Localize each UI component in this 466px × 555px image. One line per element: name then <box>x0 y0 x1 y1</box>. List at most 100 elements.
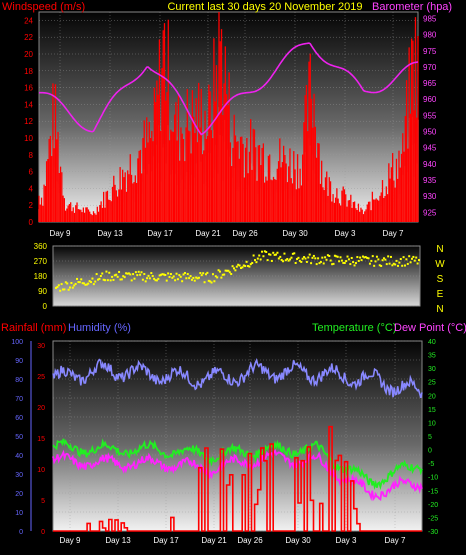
direction-point <box>203 281 206 284</box>
direction-point <box>162 273 165 276</box>
direction-point <box>116 275 119 278</box>
direction-point <box>359 256 362 259</box>
baro-right-ticks: 925 930 935 940 945 950 955 960 965 970 975 980 985 <box>423 14 437 217</box>
direction-point <box>185 277 188 280</box>
baro-tick-label: 970 <box>423 63 437 72</box>
direction-point <box>321 256 324 259</box>
direction-point <box>241 266 244 269</box>
direction-point <box>80 278 83 281</box>
barometer-line <box>38 42 419 136</box>
baro-tick-label: 935 <box>423 176 437 185</box>
direction-point <box>64 281 67 284</box>
direction-point <box>266 259 269 262</box>
direction-point <box>378 264 381 267</box>
wind-tick-label: 18 <box>24 67 33 76</box>
humidity-axis-label: Humidity (%) <box>68 322 131 334</box>
direction-point <box>176 278 179 281</box>
wind-date-label: Day 26 <box>232 229 258 238</box>
rainfall-tick-label: 25 <box>37 374 45 381</box>
direction-point <box>179 275 182 278</box>
direction-point <box>97 278 100 281</box>
direction-point <box>165 279 168 282</box>
humidity-tick-label: 40 <box>15 453 23 460</box>
direction-point <box>218 270 221 273</box>
direction-point <box>298 259 301 262</box>
temperature-series <box>52 438 423 491</box>
temperature-tick-label: 30 <box>428 366 436 373</box>
direction-point <box>291 252 294 255</box>
climate-date-label: Day 3 <box>336 536 357 545</box>
rainfall-tick-label: 5 <box>41 498 45 505</box>
direction-point <box>305 260 308 263</box>
humidity-tick-label: 100 <box>11 339 23 346</box>
direction-point <box>384 258 387 261</box>
direction-point <box>319 260 322 263</box>
wind-tick-label: 16 <box>24 84 33 93</box>
direction-point <box>242 264 245 267</box>
temperature-tick-label: -20 <box>428 502 438 509</box>
direction-point <box>338 260 341 263</box>
wind-date-label: Day 3 <box>335 229 356 238</box>
rainfall-tick-label: 15 <box>37 436 45 443</box>
direction-point <box>111 275 114 278</box>
direction-point <box>254 259 257 262</box>
direction-point <box>174 279 177 282</box>
direction-point <box>118 270 121 273</box>
direction-point <box>225 269 228 272</box>
direction-point <box>307 256 310 259</box>
rainfall-tick-label: 20 <box>37 405 45 412</box>
direction-point <box>188 277 191 280</box>
direction-point <box>361 255 364 258</box>
direction-point <box>167 272 170 275</box>
direction-point <box>69 286 72 289</box>
direction-point <box>371 255 374 258</box>
direction-point <box>290 256 293 259</box>
direction-point <box>160 273 163 276</box>
direction-point <box>168 275 171 278</box>
direction-point <box>126 272 129 275</box>
direction-point <box>273 253 276 256</box>
baro-tick-label: 960 <box>423 95 437 104</box>
direction-point <box>95 273 98 276</box>
direction-point <box>269 253 272 256</box>
direction-point <box>230 273 233 276</box>
direction-point <box>325 258 328 261</box>
direction-point <box>279 255 282 258</box>
direction-point <box>90 281 93 284</box>
direction-left-ticks: 0 90 180 270 360 <box>34 242 48 311</box>
direction-point <box>113 274 116 277</box>
wind-tick-label: 4 <box>29 184 34 193</box>
humidity-tick-label: 60 <box>15 415 23 422</box>
dewpoint-line <box>52 448 423 502</box>
direction-point <box>249 263 252 266</box>
direction-point <box>214 275 217 278</box>
temperature-ticks: -30 -25 -20 -15 -10 -5 0 5 10 15 20 25 30 35 40 <box>428 339 438 536</box>
direction-point <box>211 273 214 276</box>
direction-point <box>62 288 65 291</box>
direction-point <box>277 257 280 260</box>
direction-point <box>418 259 420 262</box>
direction-point <box>357 259 360 262</box>
direction-point <box>275 253 278 256</box>
wind-direction-series <box>55 250 420 292</box>
direction-point <box>235 265 238 268</box>
direction-point <box>182 273 185 276</box>
windspeed-axis-label: Windspeed (m/s) <box>2 1 85 13</box>
wind-tick-label: 8 <box>29 151 34 160</box>
direction-point <box>102 278 105 281</box>
direction-point <box>296 257 299 260</box>
climate-date-label: Day 26 <box>237 536 263 545</box>
direction-point <box>268 253 271 256</box>
direction-point <box>251 261 254 264</box>
direction-point <box>335 255 338 258</box>
direction-point <box>122 275 125 278</box>
direction-point <box>200 274 203 277</box>
wind-tick-label: 24 <box>24 16 33 25</box>
direction-point <box>416 262 419 265</box>
direction-point <box>221 273 224 276</box>
rainfall-axis-label: Rainfall (mm) <box>1 322 66 334</box>
wind-date-label: Day 21 <box>195 229 221 238</box>
direction-tick-label: 360 <box>34 242 48 251</box>
direction-point <box>237 263 240 266</box>
direction-point <box>340 259 343 262</box>
